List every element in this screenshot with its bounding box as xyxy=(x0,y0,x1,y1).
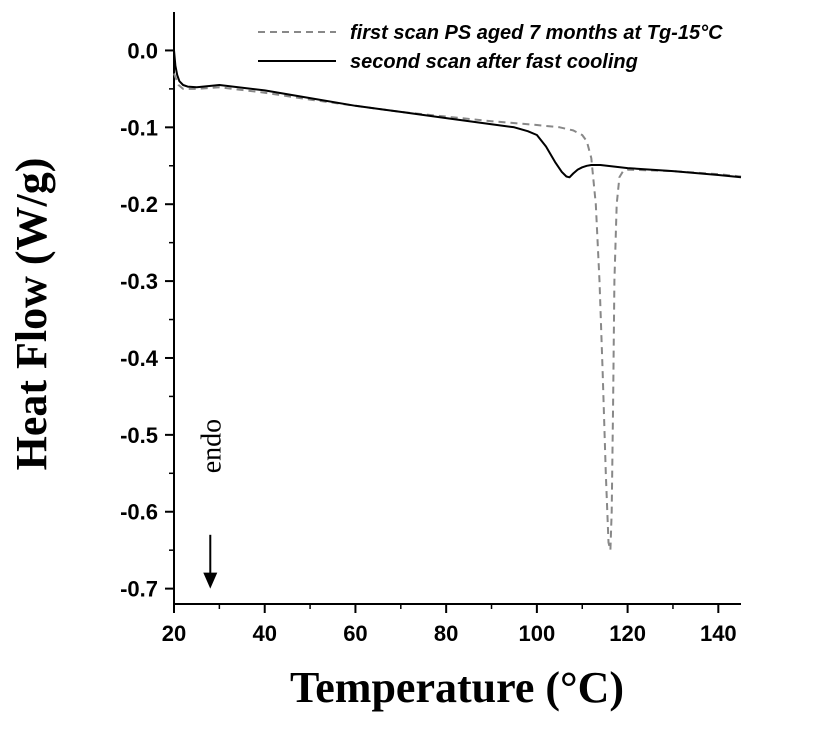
x-tick-label: 60 xyxy=(343,621,367,646)
x-axis-title: Temperature (°C) xyxy=(290,663,624,712)
annotations-group: endo xyxy=(196,419,227,589)
y-tick-label: -0.4 xyxy=(120,346,159,371)
x-tick-label: 80 xyxy=(434,621,458,646)
y-tick-label: -0.1 xyxy=(120,115,158,140)
ticks-group: 20 40 60 80 100 120 140 0.0 -0.1 -0.2 -0.3 -0.4 -0.5… xyxy=(120,38,737,646)
y-tick-label: -0.7 xyxy=(120,577,158,602)
legend-label-first-scan: first scan PS aged 7 months at Tg-15°C xyxy=(350,22,723,44)
series-line-second-scan xyxy=(173,50,742,179)
y-tick-label: 0.0 xyxy=(127,38,158,63)
x-tick-label: 20 xyxy=(162,621,186,646)
y-tick-label: -0.3 xyxy=(120,269,158,294)
x-tick-label: 120 xyxy=(609,621,646,646)
x-tick-label: 140 xyxy=(700,621,737,646)
x-tick-label: 100 xyxy=(519,621,556,646)
y-tick-label: -0.5 xyxy=(120,423,158,448)
series-group xyxy=(173,50,742,552)
x-tick-label: 40 xyxy=(252,621,276,646)
y-tick-label: -0.6 xyxy=(120,500,158,525)
annotation-arrow-head xyxy=(203,572,218,589)
y-tick-label: -0.2 xyxy=(120,192,158,217)
axes-group xyxy=(173,12,741,605)
y-axis-title: Heat Flow (W/g) xyxy=(7,158,56,471)
series-line-first-scan xyxy=(173,73,742,552)
legend: first scan PS aged 7 months at Tg-15°C s… xyxy=(258,22,723,73)
annotation-endo-text: endo xyxy=(196,419,227,473)
legend-label-second-scan: second scan after fast cooling xyxy=(350,51,638,73)
